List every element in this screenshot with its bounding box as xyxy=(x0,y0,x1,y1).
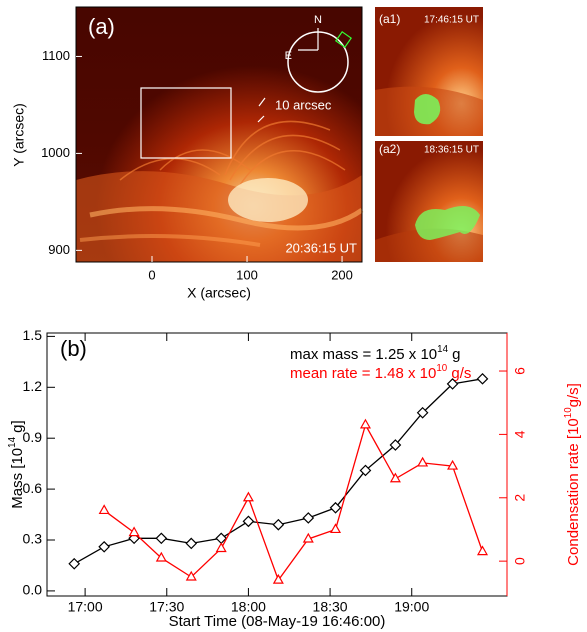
point xyxy=(98,504,110,515)
inset-timestamp: 18:36:15 UT xyxy=(424,145,479,156)
y-axis-label-part: Mass [10 xyxy=(9,448,26,509)
point xyxy=(128,526,140,537)
panel-label: (a) xyxy=(88,14,115,39)
point xyxy=(329,501,342,514)
point xyxy=(476,545,489,556)
x-tick-label: 200 xyxy=(331,267,353,282)
point xyxy=(417,456,429,467)
point xyxy=(242,491,254,502)
y2-axis-label-part: 10 xyxy=(563,407,574,418)
inset-a1 xyxy=(375,7,483,136)
point xyxy=(476,372,489,385)
x-tick-label: 100 xyxy=(236,267,258,282)
point xyxy=(416,406,429,419)
point xyxy=(272,518,285,531)
y-axis-label: Mass [1014 g] xyxy=(7,420,26,508)
y-tick-label: 0.9 xyxy=(23,429,43,445)
point xyxy=(242,515,255,528)
point xyxy=(185,570,197,581)
y2-axis-label-part: g/s] xyxy=(565,383,582,407)
compass-n: N xyxy=(314,14,322,26)
annotation-part: max mass = 1.25 x 10 xyxy=(290,346,437,363)
annotation: mean rate = 1.48 x 1010 g/s xyxy=(290,363,471,382)
y2-axis-label: Condensation rate [1010g/s] xyxy=(563,383,582,566)
y-tick-label: 0.3 xyxy=(23,531,43,547)
annotation: max mass = 1.25 x 1014 g xyxy=(290,344,461,363)
point xyxy=(98,540,111,553)
point xyxy=(302,532,314,543)
y-tick-label: 1100 xyxy=(42,48,70,63)
scale-label: 10 arcsec xyxy=(275,97,332,112)
x-tick-label: 17:30 xyxy=(149,599,184,615)
x-axis-label: Start Time (08-May-19 16:46:00) xyxy=(169,613,386,630)
y-axis-label: Y (arcsec) xyxy=(11,103,27,167)
inset-a2 xyxy=(375,141,483,262)
point xyxy=(389,472,401,483)
x-tick-label: 18:00 xyxy=(231,599,266,615)
x-tick-label: 0 xyxy=(148,267,155,282)
point xyxy=(359,464,372,477)
point xyxy=(185,537,198,550)
panel-label: (b) xyxy=(60,336,87,361)
y-axis-label-part: g] xyxy=(9,420,26,437)
y2-tick-label: 4 xyxy=(512,430,528,438)
y2-tick-label: 0 xyxy=(512,557,528,565)
y2-tick-label: 2 xyxy=(512,494,528,502)
y-tick-label: 1.2 xyxy=(23,378,43,394)
point xyxy=(155,551,167,562)
annotation-part: g/s xyxy=(447,365,471,382)
point xyxy=(329,523,342,534)
y-tick-label: 0.0 xyxy=(23,582,43,598)
inset-label: (a2) xyxy=(379,142,400,156)
image-a xyxy=(75,6,364,263)
x-tick-label: 18:30 xyxy=(313,599,348,615)
point xyxy=(302,512,315,524)
point xyxy=(359,418,371,429)
timestamp: 20:36:15 UT xyxy=(285,240,357,255)
y2-tick-label: 6 xyxy=(512,367,528,375)
inset-label: (a1) xyxy=(379,12,400,26)
point xyxy=(447,459,459,470)
inset-timestamp: 17:46:15 UT xyxy=(424,15,479,26)
point xyxy=(446,378,459,390)
y-axis-label-part: 14 xyxy=(7,436,18,447)
compass-e: E xyxy=(285,50,292,62)
annotation-part: mean rate = 1.48 x 10 xyxy=(290,365,436,382)
x-axis-label: X (arcsec) xyxy=(187,285,251,301)
y2-axis-label-part: Condensation rate [10 xyxy=(565,418,582,566)
point xyxy=(272,573,284,584)
annotation-part: 10 xyxy=(436,363,447,374)
x-tick-label: 17:00 xyxy=(68,599,103,615)
annotation-part: 14 xyxy=(437,344,448,355)
point xyxy=(389,439,402,451)
point xyxy=(155,532,168,545)
y-tick-label: 0.6 xyxy=(23,480,43,496)
y-tick-label: 1000 xyxy=(41,145,70,160)
point xyxy=(215,542,227,553)
annotation-part: g xyxy=(448,346,461,363)
y-tick-label: 1.5 xyxy=(23,327,43,343)
point xyxy=(68,557,81,570)
y-tick-label: 900 xyxy=(48,242,70,257)
x-tick-label: 19:00 xyxy=(394,599,429,615)
